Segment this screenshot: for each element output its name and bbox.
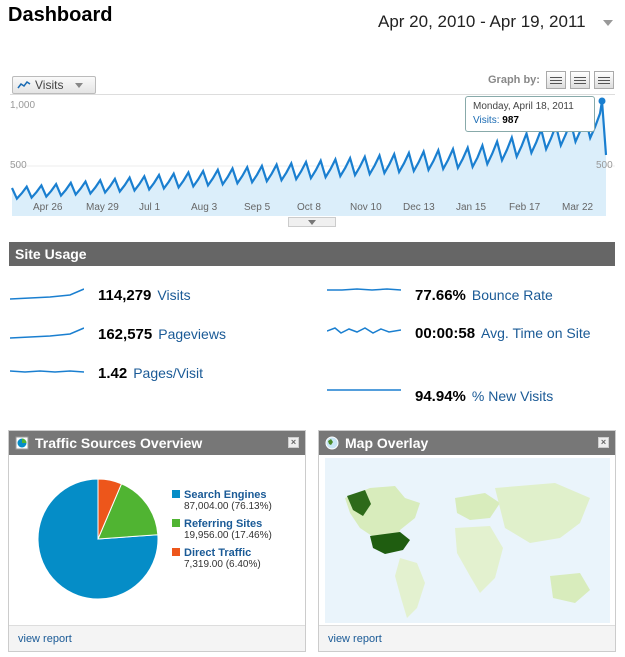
chart-resize-handle[interactable] xyxy=(288,217,336,227)
x-label: Aug 3 xyxy=(191,202,218,213)
y-right-tick-500: 500 xyxy=(596,160,613,171)
traffic-sources-panel: Traffic Sources Overview × Search Engine… xyxy=(8,430,306,652)
map-region-europe xyxy=(455,493,500,520)
traffic-pie-chart xyxy=(37,478,159,600)
legend-swatch xyxy=(172,548,180,556)
visits-area xyxy=(12,101,606,216)
metric-label[interactable]: Avg. Time on Site xyxy=(481,325,591,341)
legend-name: Direct Traffic xyxy=(184,547,252,559)
x-label: Nov 10 xyxy=(350,202,382,213)
map-region-alaska xyxy=(347,490,371,516)
metric-value: 77.66% xyxy=(415,286,466,304)
chart-tooltip: Monday, April 18, 2011 Visits: 987 xyxy=(465,96,595,132)
metric-label[interactable]: Bounce Rate xyxy=(471,287,553,303)
tooltip-date: Monday, April 18, 2011 xyxy=(473,101,574,112)
y-tick-500: 500 xyxy=(10,160,27,171)
pie-slice[interactable] xyxy=(97,483,159,540)
metric-value: 1.42 xyxy=(98,364,128,382)
pie-slice[interactable] xyxy=(97,478,123,540)
legend-item[interactable]: Search Engines 87,004.00 (76.13%) xyxy=(172,489,302,512)
legend-item[interactable]: Direct Traffic 7,319.00 (6.40%) xyxy=(172,547,302,570)
legend-item[interactable]: Referring Sites 19,956.00 (17.46%) xyxy=(172,518,302,541)
legend-value: 7,319.00 (6.40%) xyxy=(184,559,261,570)
map-region-usa xyxy=(370,532,410,554)
metric-label[interactable]: % New Visits xyxy=(471,388,554,404)
tooltip-value: 987 xyxy=(502,115,519,126)
visits-chart-svg xyxy=(10,97,615,216)
sparkline-avg-time xyxy=(327,327,401,334)
traffic-legend: Search Engines 87,004.00 (76.13%) Referr… xyxy=(172,489,302,570)
map-region-asia xyxy=(495,483,590,543)
x-label: Jul 1 xyxy=(139,202,161,213)
sparkline-pages-per-visit xyxy=(10,370,84,373)
graph-by-label: Graph by: xyxy=(488,74,540,86)
sparkline-bounce-rate xyxy=(327,288,401,291)
metric-select[interactable]: Visits xyxy=(12,76,96,94)
metric-label[interactable]: Pageviews xyxy=(158,326,226,342)
metric-visits[interactable]: 114,279 Visits xyxy=(10,284,191,306)
date-dropdown-icon[interactable] xyxy=(603,20,613,26)
map-region-australia xyxy=(550,573,590,603)
world-map[interactable] xyxy=(325,458,610,623)
x-label: May 29 xyxy=(86,202,119,213)
x-label: Dec 13 xyxy=(403,202,435,213)
metric-select-label: Visits xyxy=(35,78,64,92)
sparkline-new-visits xyxy=(327,389,401,391)
map-overlay-title: Map Overlay xyxy=(345,435,429,451)
map-view-report-link[interactable]: view report xyxy=(319,625,615,651)
x-label: Oct 8 xyxy=(297,202,321,213)
metric-bounce-rate[interactable]: 77.66% Bounce Rate xyxy=(327,284,553,306)
x-label: Jan 15 xyxy=(456,202,487,213)
traffic-sources-header: Traffic Sources Overview × xyxy=(9,431,305,455)
traffic-icon xyxy=(15,436,29,450)
metric-label[interactable]: Pages/Visit xyxy=(133,365,203,381)
metric-avg-time[interactable]: 00:00:58 Avg. Time on Site xyxy=(327,322,617,344)
x-label: Mar 22 xyxy=(562,202,594,213)
legend-swatch xyxy=(172,490,180,498)
visits-chart[interactable] xyxy=(10,94,615,216)
legend-name: Search Engines xyxy=(184,489,267,501)
metric-value: 162,575 xyxy=(98,325,153,343)
map-region-africa xyxy=(455,526,503,593)
legend-value: 87,004.00 (76.13%) xyxy=(184,501,272,512)
metric-value: 94.94% xyxy=(415,387,466,405)
legend-name: Referring Sites xyxy=(184,518,263,530)
graph-by-day-button[interactable] xyxy=(546,71,566,89)
metric-new-visits[interactable]: 94.94% % New Visits xyxy=(327,385,553,407)
selected-point[interactable] xyxy=(598,97,606,105)
x-label: Apr 26 xyxy=(33,202,63,213)
x-label: Feb 17 xyxy=(509,202,541,213)
map-overlay-header: Map Overlay × xyxy=(319,431,615,455)
close-icon[interactable]: × xyxy=(598,437,609,448)
globe-icon xyxy=(325,436,339,450)
map-region-south-america xyxy=(395,558,425,618)
y-tick-1000: 1,000 xyxy=(10,100,36,111)
chevron-down-icon xyxy=(75,82,84,88)
graph-by-month-button[interactable] xyxy=(594,71,614,89)
date-range-selector[interactable]: Apr 20, 2010 - Apr 19, 2011 xyxy=(378,12,586,31)
x-label: Sep 5 xyxy=(244,202,271,213)
page-title: Dashboard xyxy=(8,4,113,26)
visits-line xyxy=(11,100,608,201)
sparkline-pageviews xyxy=(10,327,84,339)
sparkline-visits xyxy=(10,288,84,300)
close-icon[interactable]: × xyxy=(288,437,299,448)
site-usage-header: Site Usage xyxy=(9,242,615,266)
metric-label[interactable]: Visits xyxy=(157,287,191,303)
traffic-sources-title: Traffic Sources Overview xyxy=(35,435,203,451)
tooltip-label: Visits: xyxy=(473,115,500,126)
map-overlay-panel: Map Overlay × view report xyxy=(318,430,616,652)
traffic-view-report-link[interactable]: view report xyxy=(9,625,305,651)
metric-value: 114,279 xyxy=(98,286,152,304)
legend-swatch xyxy=(172,519,180,527)
line-chart-icon xyxy=(17,80,31,89)
metric-pageviews[interactable]: 162,575 Pageviews xyxy=(10,323,226,345)
graph-by-week-button[interactable] xyxy=(570,71,590,89)
metric-value: 00:00:58 xyxy=(415,324,476,342)
metric-pages-per-visit[interactable]: 1.42 Pages/Visit xyxy=(10,362,203,384)
legend-value: 19,956.00 (17.46%) xyxy=(184,530,272,541)
